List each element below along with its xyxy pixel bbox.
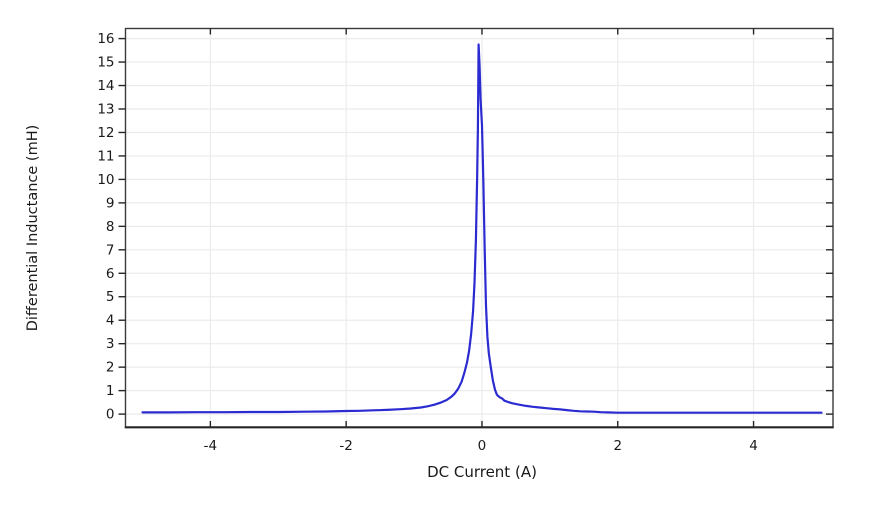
y-tick-label: 16 [97, 31, 114, 47]
y-tick-label: 10 [97, 172, 114, 188]
y-axis-title: Differential Inductance (mH) [25, 124, 41, 332]
y-tick-label: 0 [106, 407, 115, 423]
y-tick-label: 7 [106, 242, 115, 258]
y-tick-label: 3 [106, 336, 115, 352]
y-tick-label: 14 [97, 78, 114, 94]
inductance-curve [141, 43, 823, 414]
y-tick-label: 15 [97, 55, 114, 71]
x-tick-label: 2 [613, 438, 622, 454]
x-tick-label: 0 [478, 438, 487, 454]
y-tick-label: 9 [106, 195, 115, 211]
gridlines [125, 28, 833, 427]
x-tick-label: 4 [749, 438, 758, 454]
ticks [118, 28, 833, 427]
x-tick-label: -2 [339, 438, 352, 454]
y-tick-label: 12 [97, 125, 114, 141]
y-tick-label: 2 [106, 360, 115, 376]
y-tick-label: 13 [97, 101, 114, 117]
y-tick-label: 4 [106, 313, 115, 329]
y-tick-label: 1 [106, 383, 115, 399]
y-tick-label: 11 [97, 148, 114, 164]
x-axis-title: DC Current (A) [427, 463, 537, 481]
y-tick-label: 6 [106, 266, 115, 282]
y-tick-label: 5 [106, 289, 115, 305]
x-tick-label: -4 [204, 438, 217, 454]
y-tick-label: 8 [106, 219, 115, 235]
